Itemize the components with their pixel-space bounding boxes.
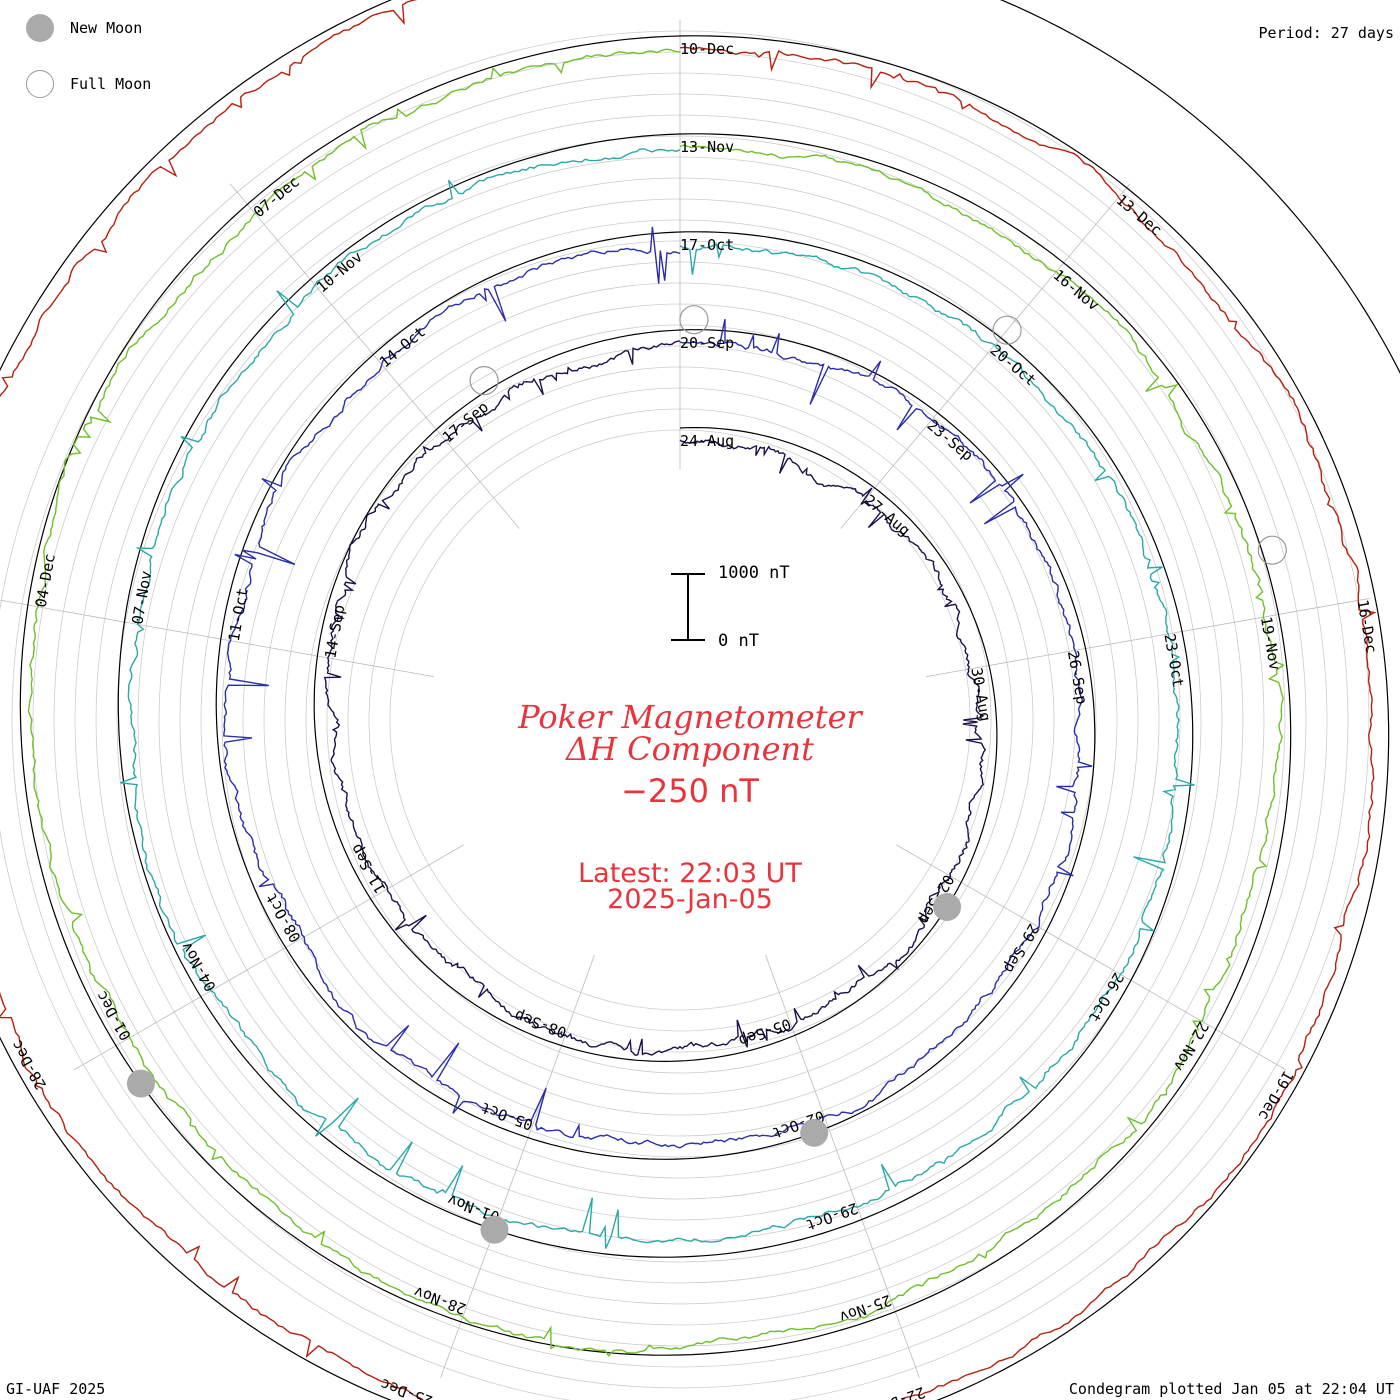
scale-bar: [671, 573, 705, 641]
date-tick-label: 22-Dec: [870, 1383, 927, 1400]
grid-spoke: [926, 598, 1370, 677]
grid-spoke: [229, 183, 520, 529]
date-tick-label: 29-Oct: [803, 1199, 860, 1234]
scale-top-label: 1000 nT: [718, 563, 790, 583]
date-tick-label: 17-Oct: [680, 236, 734, 254]
rotation-trace: [323, 340, 987, 1056]
date-tick-label: 10-Dec: [680, 40, 734, 58]
current-value: −250 nT: [621, 772, 759, 810]
new-moon-icon: [26, 14, 54, 42]
date-tick-label: 05-Sep: [736, 1015, 793, 1050]
period-label: Period: 27 days: [1258, 24, 1394, 42]
grid-spoke: [765, 954, 920, 1378]
date-tick-label: 05-Oct: [478, 1098, 535, 1133]
grid-spoke: [73, 844, 464, 1071]
date-tick-label: 08-Sep: [512, 1006, 569, 1041]
date-tick-label: 20-Sep: [680, 334, 734, 352]
full-moon-icon: [26, 70, 54, 98]
new-moon-marker: [800, 1118, 829, 1147]
date-tick-label: 25-Dec: [378, 1375, 435, 1400]
new-moon-marker: [126, 1069, 155, 1098]
latest-time: Latest: 22:03 UT: [578, 858, 802, 889]
rotation-trace: [120, 148, 1195, 1249]
date-tick-label: 14-Sep: [321, 603, 348, 659]
moon-markers: [126, 305, 1287, 1244]
full-moon-marker: [1257, 535, 1287, 565]
full-moon-marker: [679, 305, 709, 335]
legend-new-moon: New Moon: [26, 14, 142, 42]
chart-title: Poker Magnetometer: [518, 698, 862, 736]
date-tick-label: 13-Nov: [680, 138, 734, 156]
footer-credit: GI-UAF 2025: [6, 1380, 106, 1398]
grid-spoke: [440, 954, 595, 1378]
date-tick-label: 24-Aug: [680, 432, 734, 450]
new-moon-marker: [933, 893, 962, 922]
latest-date: 2025-Jan-05: [607, 884, 773, 915]
rotation-trace: [27, 48, 1285, 1357]
chart-subtitle: ΔH Component: [565, 730, 815, 768]
grid-spoke: [0, 599, 434, 677]
grid-spoke: [840, 183, 1131, 529]
full-moon-marker: [469, 366, 499, 396]
full-moon-marker: [992, 315, 1022, 345]
full-moon-label: Full Moon: [70, 75, 152, 93]
scale-bottom-label: 0 nT: [718, 631, 759, 651]
new-moon-marker: [480, 1215, 509, 1244]
rotation-trace: [223, 226, 1093, 1149]
footer-plotted: Condegram plotted Jan 05 at 22:04 UT: [1068, 1380, 1394, 1398]
new-moon-label: New Moon: [70, 19, 143, 37]
legend-full-moon: Full Moon: [26, 70, 151, 98]
